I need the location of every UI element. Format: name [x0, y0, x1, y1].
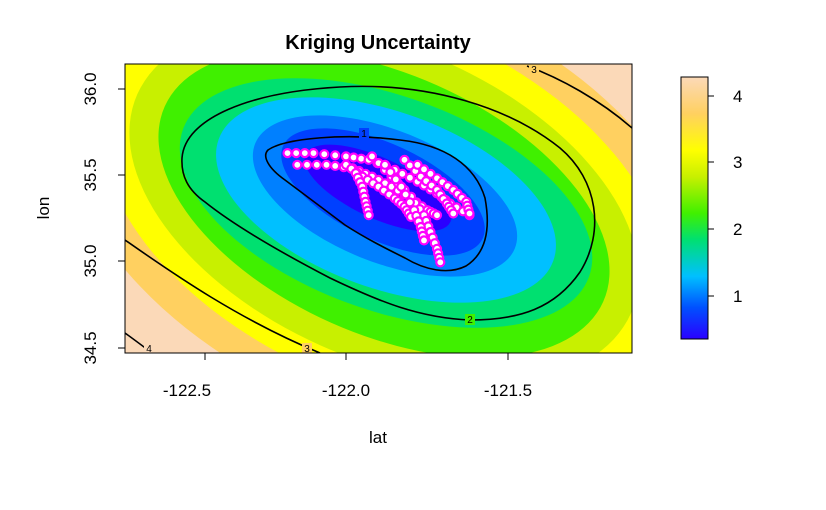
y-tick-label-2: 35.5 [81, 158, 100, 191]
contour-label-3b: 3 [304, 344, 310, 355]
contour-line-3-lower [125, 239, 321, 353]
sample-points [282, 148, 475, 268]
sample-point-0-1-1 [319, 149, 330, 160]
x-axis [204, 352, 509, 360]
sample-point-5-0-2 [390, 174, 401, 185]
contour-label-bg-3a [529, 64, 539, 75]
sample-point-0-1-0 [308, 148, 319, 159]
contour-label-3a: 3 [531, 65, 537, 76]
sample-point-1-7-0 [431, 210, 443, 221]
y-tick-label-3: 36.0 [81, 72, 100, 105]
x-axis-label: lat [369, 428, 387, 447]
sample-point-0-0-0 [282, 148, 293, 159]
sample-point-0-4-1 [397, 168, 408, 179]
sample-point-5-1-1 [400, 189, 411, 200]
contour-label-bg-3b [302, 343, 312, 353]
contour-line-2 [181, 85, 596, 321]
colorbar-tick-label-3: 3 [733, 153, 742, 172]
sample-point-1-0-2 [311, 159, 322, 170]
sample-point-0-4-2 [404, 172, 415, 183]
sample-point-1-0-0 [292, 159, 303, 170]
colorbar: 1 2 3 4 [680, 76, 742, 340]
contour-label-2: 2 [467, 315, 473, 326]
x-tick-label-2: -121.5 [484, 381, 532, 400]
contour-label-bg-4 [144, 343, 154, 353]
colorbar-tick-label-1: 1 [733, 287, 742, 306]
contour-label-1: 1 [361, 129, 367, 140]
x-tick-label-1: -122.0 [322, 381, 370, 400]
sample-point-5-4-0 [418, 235, 430, 246]
y-axis [118, 88, 126, 349]
contour-label-4: 4 [146, 344, 152, 355]
sample-point-5-0-0 [379, 159, 391, 170]
sample-point-1-1-1 [330, 160, 341, 171]
contour-label-bg-1 [359, 128, 369, 139]
sample-point-0-0-1 [291, 148, 302, 159]
chart-title: Kriging Uncertainty [285, 32, 471, 54]
sample-point-5-0-1 [385, 167, 396, 178]
sample-point-6-4-0 [448, 208, 459, 219]
sample-point-5-1-2 [404, 197, 415, 208]
sample-point-4-6-0 [435, 257, 446, 268]
sample-point-0-1-2 [330, 150, 341, 161]
sample-point-7-0-2 [425, 168, 436, 179]
y-axis-label: lon [34, 197, 53, 220]
colorbar-tick-label-2: 2 [733, 220, 742, 239]
sample-point-7-0-0 [412, 159, 423, 170]
colorbar-gradient [680, 76, 709, 340]
sample-point-1-1-0 [321, 159, 332, 170]
contour-label-bg-2 [465, 314, 475, 325]
sample-point-7-0-1 [418, 164, 430, 175]
sample-point-1-0-1 [301, 159, 313, 170]
colorbar-tick-label-4: 4 [733, 87, 742, 106]
plot-area: 1 2 3 3 4 [124, 63, 633, 355]
x-tick-label-0: -122.5 [163, 381, 211, 400]
sample-point-3-3-0 [363, 210, 374, 221]
sample-point-4-0-0 [366, 151, 378, 162]
sample-point-5-1-0 [396, 181, 407, 192]
y-tick-label-0: 34.5 [81, 331, 100, 364]
y-tick-label-1: 35.0 [81, 244, 100, 277]
sample-point-7-4-0 [464, 208, 475, 219]
contour-line-1 [264, 136, 488, 272]
contour-labels: 1 2 3 3 4 [144, 64, 539, 355]
uncertainty-heatmap [125, 64, 632, 353]
sample-point-0-0-2 [299, 148, 310, 159]
